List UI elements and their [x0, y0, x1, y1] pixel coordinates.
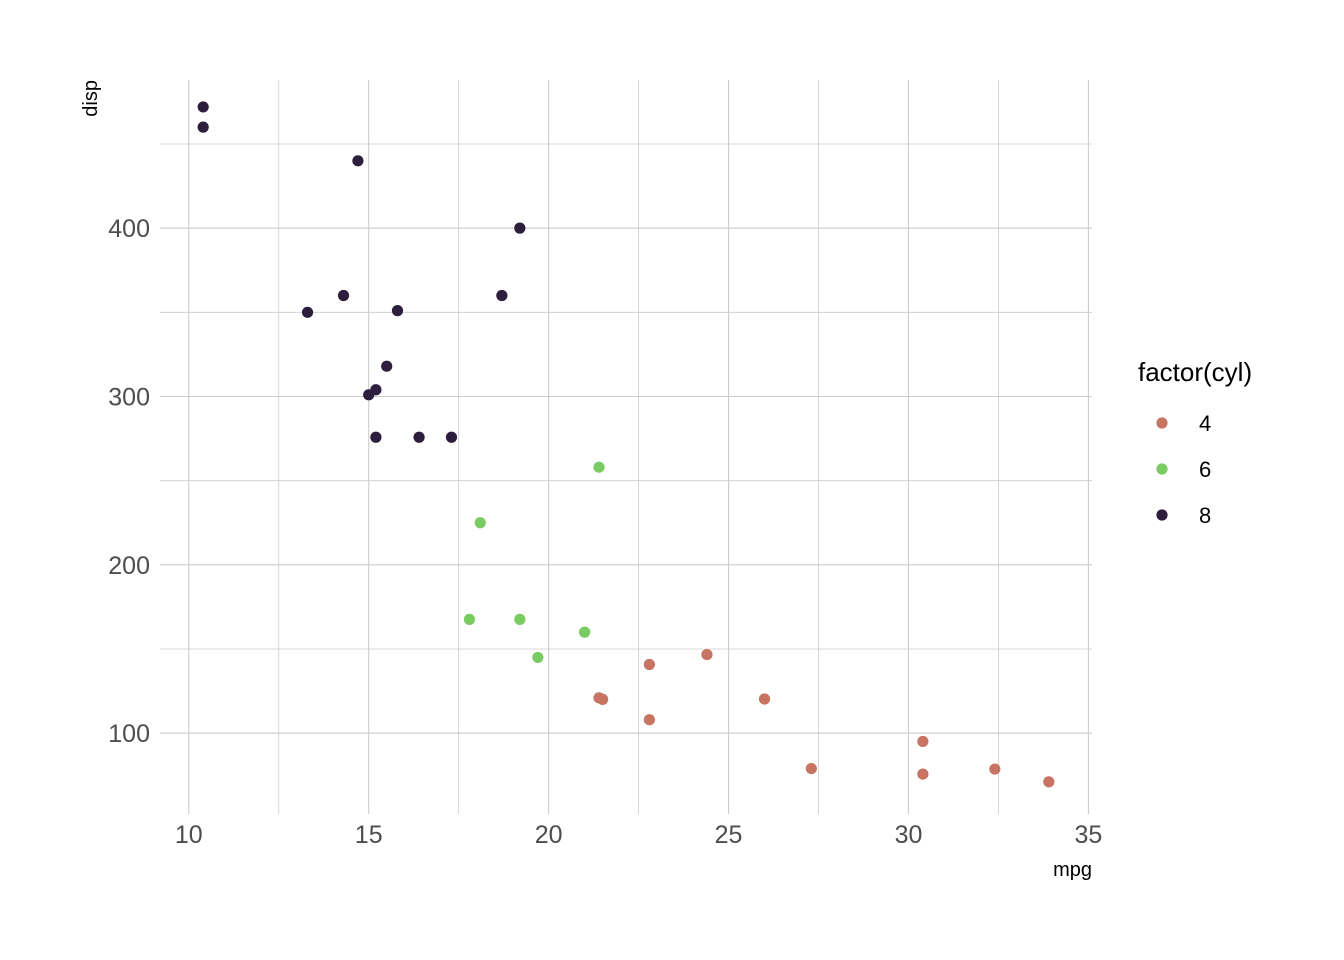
- data-point-cyl-8: [301, 306, 314, 318]
- data-point-cyl-8: [197, 121, 209, 133]
- legend-label-8: 8: [1199, 503, 1211, 528]
- data-point-cyl-4: [758, 693, 771, 705]
- data-point-cyl-8: [391, 305, 404, 317]
- x-tick-label: 15: [355, 821, 383, 849]
- data-point-cyl-4: [1043, 776, 1055, 788]
- legend: factor(cyl) 4 6 8: [1138, 357, 1252, 528]
- legend-label-6: 6: [1199, 457, 1211, 482]
- x-tick-label: 35: [1074, 821, 1102, 849]
- legend-key-6: [1156, 463, 1168, 475]
- y-tick-label: 100: [108, 720, 150, 748]
- data-point-cyl-8: [445, 431, 458, 443]
- data-point-cyl-6: [593, 461, 605, 473]
- data-point-cyl-4: [643, 658, 655, 671]
- data-point-cyl-4: [805, 762, 817, 775]
- data-point-cyl-6: [514, 613, 526, 625]
- data-point-cyl-4: [989, 763, 1001, 775]
- data-point-cyl-4: [593, 692, 605, 704]
- x-tick-label: 30: [895, 821, 923, 849]
- grid: [160, 80, 1092, 814]
- legend-key-8: [1156, 509, 1168, 521]
- data-point-cyl-6: [463, 613, 476, 625]
- legend-label-4: 4: [1199, 411, 1211, 436]
- data-point-cyl-8: [413, 431, 425, 443]
- data-point-cyl-8: [337, 289, 350, 302]
- data-point-cyl-8: [363, 389, 375, 401]
- data-point-cyl-6: [579, 626, 591, 638]
- x-tick-label: 10: [175, 821, 203, 849]
- y-axis-ticks: 100 200 300 400: [108, 215, 150, 748]
- data-point-cyl-8: [352, 155, 364, 167]
- x-axis-ticks: 10 15 20 25 30 35: [175, 821, 1102, 849]
- data-point-cyl-4: [917, 735, 929, 748]
- data-point-cyl-8: [370, 431, 382, 443]
- x-tick-label: 20: [535, 821, 563, 849]
- data-point-cyl-8: [381, 360, 393, 372]
- legend-title: factor(cyl): [1138, 357, 1252, 387]
- data-point-cyl-4: [701, 648, 713, 661]
- y-tick-label: 300: [108, 383, 150, 411]
- data-point-cyl-8: [514, 222, 526, 234]
- data-point-cyl-8: [496, 289, 508, 302]
- y-tick-label: 400: [108, 215, 150, 243]
- data-point-cyl-6: [474, 517, 486, 529]
- data-point-cyl-4: [643, 714, 655, 726]
- data-point-cyl-6: [532, 651, 544, 664]
- legend-key-4: [1156, 417, 1168, 429]
- data-points: [197, 101, 1055, 788]
- x-axis-title: mpg: [1053, 859, 1092, 881]
- y-axis-title: disp: [80, 80, 102, 117]
- y-tick-label: 200: [108, 552, 150, 580]
- data-point-cyl-8: [197, 101, 209, 113]
- x-tick-label: 25: [715, 821, 743, 849]
- data-point-cyl-4: [917, 768, 929, 780]
